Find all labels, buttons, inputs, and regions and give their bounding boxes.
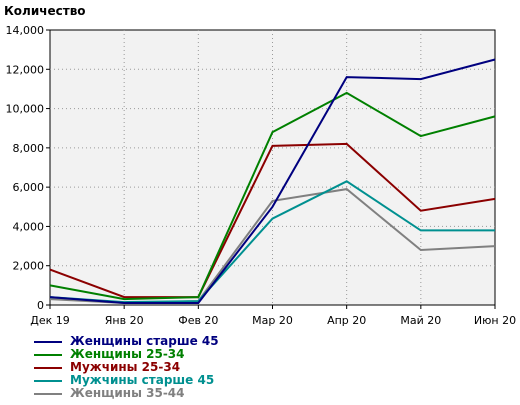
series-line [49,142,496,299]
legend: Женщины старше 45 Женщины 25-34 Мужчины 25… [34,335,219,400]
y-tick-label: 6,000 [13,181,45,194]
legend-swatch [34,353,62,356]
series-line [49,58,496,304]
legend-item: Мужчины старше 45 [34,374,219,387]
legend-swatch [34,392,62,395]
legend-label: Женщины 35-44 [70,386,185,400]
plot-area [49,29,496,306]
y-tick-label: 2,000 [13,260,45,273]
series-lines [49,58,496,305]
legend-label: Женщины старше 45 [70,334,219,348]
legend-label: Мужчины 25-34 [70,360,181,374]
legend-label: Женщины 25-34 [70,347,185,361]
y-axis-title: Количество [4,4,86,18]
legend-swatch [34,340,62,343]
legend-item: Мужчины 25-34 [34,361,219,374]
x-tick-label: Июн 20 [474,314,516,327]
legend-swatch [34,379,62,382]
legend-item: Женщины старше 45 [34,335,219,348]
x-tick-label: Май 20 [400,314,441,327]
y-tick-label: 0 [37,299,44,312]
x-tick-label: Мар 20 [252,314,293,327]
y-tick-label: 14,000 [6,24,45,37]
y-tick-label: 8,000 [13,142,45,155]
legend-swatch [34,366,62,369]
legend-label: Мужчины старше 45 [70,373,215,387]
legend-item: Женщины 25-34 [34,348,219,361]
x-tick-label: Янв 20 [105,314,144,327]
y-tick-label: 4,000 [13,220,45,233]
x-tick-label: Дек 19 [30,314,70,327]
y-tick-label: 12,000 [6,63,45,76]
line-chart: 0 2,000 4,000 6,000 8,000 10,000 12,000 14,000 Д… [6,24,517,327]
legend-item: Женщины 35-44 [34,387,219,400]
y-tick-label: 10,000 [6,103,45,116]
series-line [49,91,496,301]
x-tick-label: Апр 20 [327,314,366,327]
axis-ticks: 0 2,000 4,000 6,000 8,000 10,000 12,000 14,000 Д… [6,24,517,327]
x-tick-label: Фев 20 [178,314,218,327]
